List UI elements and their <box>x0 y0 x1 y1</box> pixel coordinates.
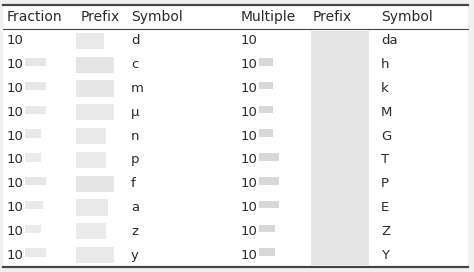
Bar <box>259 201 279 208</box>
Bar <box>76 223 106 239</box>
Text: da: da <box>381 34 398 47</box>
Text: a: a <box>131 201 139 214</box>
Text: Y: Y <box>381 249 389 262</box>
Text: 10: 10 <box>241 34 258 47</box>
Bar <box>76 128 106 144</box>
Text: Symbol: Symbol <box>131 10 183 24</box>
Text: Prefix: Prefix <box>313 10 352 24</box>
Bar <box>259 248 275 256</box>
Bar <box>259 106 273 113</box>
Bar <box>25 225 42 233</box>
Text: Multiple: Multiple <box>241 10 296 24</box>
Text: 10: 10 <box>7 82 24 95</box>
Text: 10: 10 <box>241 106 258 119</box>
Bar <box>76 152 106 168</box>
Text: f: f <box>131 177 136 190</box>
Bar <box>259 225 275 232</box>
Text: k: k <box>381 82 389 95</box>
Bar <box>259 58 273 66</box>
Bar <box>259 82 273 89</box>
Text: E: E <box>381 201 389 214</box>
Bar <box>25 129 42 138</box>
Text: 10: 10 <box>241 249 258 262</box>
Bar <box>76 81 114 97</box>
Text: Z: Z <box>381 225 390 238</box>
Text: 10: 10 <box>241 153 258 166</box>
Text: T: T <box>381 153 389 166</box>
Text: 10: 10 <box>7 58 24 71</box>
Text: n: n <box>131 129 139 143</box>
Text: 10: 10 <box>241 201 258 214</box>
Bar <box>76 176 114 192</box>
Text: d: d <box>131 34 139 47</box>
Text: 10: 10 <box>7 34 24 47</box>
Text: 10: 10 <box>241 129 258 143</box>
Text: c: c <box>131 58 138 71</box>
Text: 10: 10 <box>241 58 258 71</box>
Bar <box>25 177 46 185</box>
Text: 10: 10 <box>7 106 24 119</box>
Text: h: h <box>381 58 390 71</box>
Text: μ: μ <box>131 106 139 119</box>
Text: z: z <box>131 225 138 238</box>
Text: Fraction: Fraction <box>7 10 63 24</box>
Bar <box>25 201 43 209</box>
Bar <box>76 33 104 49</box>
Bar <box>25 58 46 66</box>
Bar <box>76 247 114 263</box>
Text: 10: 10 <box>7 225 24 238</box>
Bar <box>259 153 279 161</box>
Text: p: p <box>131 153 139 166</box>
Text: y: y <box>131 249 139 262</box>
Bar <box>76 199 108 216</box>
Text: Prefix: Prefix <box>81 10 120 24</box>
Text: Symbol: Symbol <box>381 10 433 24</box>
Text: 10: 10 <box>7 201 24 214</box>
Bar <box>259 177 279 185</box>
Text: 10: 10 <box>7 249 24 262</box>
Text: P: P <box>381 177 389 190</box>
Text: 10: 10 <box>241 82 258 95</box>
Text: m: m <box>131 82 144 95</box>
Text: 10: 10 <box>241 177 258 190</box>
Text: 10: 10 <box>7 153 24 166</box>
Text: 10: 10 <box>7 129 24 143</box>
Text: M: M <box>381 106 392 119</box>
Bar <box>259 129 273 137</box>
Bar <box>76 57 114 73</box>
Bar <box>25 248 46 257</box>
Text: G: G <box>381 129 391 143</box>
Text: 10: 10 <box>7 177 24 190</box>
Bar <box>25 153 42 162</box>
Bar <box>25 106 46 114</box>
Bar <box>311 31 369 265</box>
Bar <box>76 104 114 120</box>
Bar <box>25 82 46 90</box>
Text: 10: 10 <box>241 225 258 238</box>
